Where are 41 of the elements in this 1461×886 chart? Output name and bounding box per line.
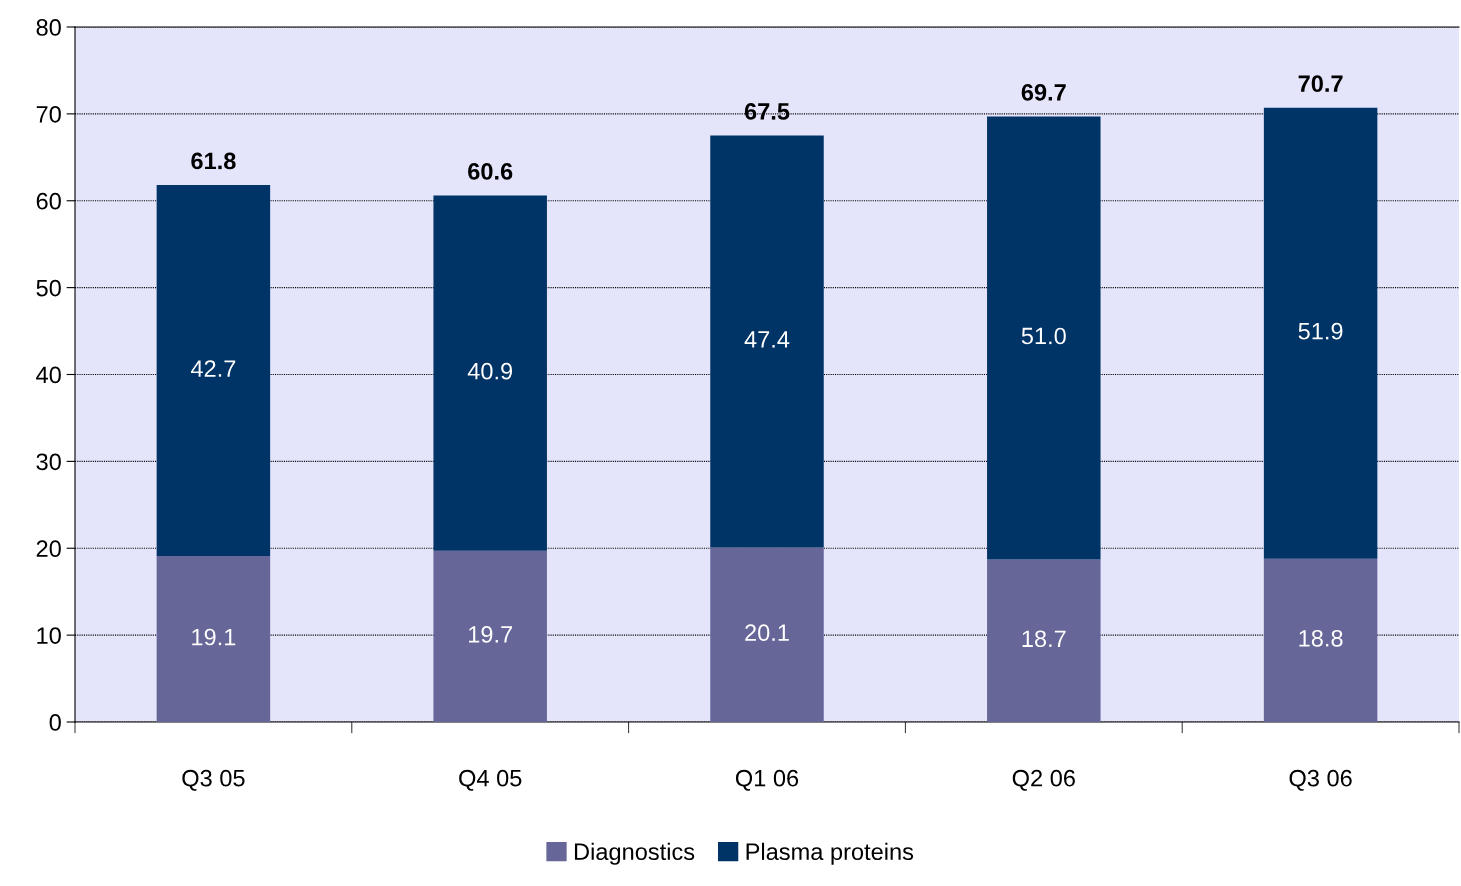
y-tick-label: 60 xyxy=(36,192,61,210)
data-label: 47.4 xyxy=(744,331,790,348)
data-label: 19.7 xyxy=(469,626,512,643)
data-label: 40.9 xyxy=(467,362,513,380)
data-label: 18.7 xyxy=(1022,630,1066,648)
data-label: 18.8 xyxy=(1299,629,1343,647)
y-tick-label: 20 xyxy=(36,540,61,558)
total-label: 70.7 xyxy=(1298,75,1343,93)
total-label: 60.6 xyxy=(468,163,513,180)
y-tick-label: 50 xyxy=(36,279,61,297)
y-tick-label: 10 xyxy=(37,627,61,644)
data-label: 51.0 xyxy=(1021,327,1066,345)
data-label: 51.9 xyxy=(1298,322,1343,340)
y-tick-label: 80 xyxy=(36,19,61,36)
x-tick-label: Q3 06 xyxy=(1289,769,1352,791)
y-tick-label: 70 xyxy=(36,105,61,123)
total-label: 69.7 xyxy=(1021,83,1066,101)
bar xyxy=(156,556,271,722)
bar xyxy=(987,116,1101,560)
legend-label: Diagnostics xyxy=(574,842,695,865)
y-tick-label: 40 xyxy=(36,366,61,384)
bar xyxy=(710,547,824,722)
total-label: 67.5 xyxy=(744,103,790,120)
y-tick-label: 30 xyxy=(36,453,61,471)
legend-label: Plasma proteins xyxy=(746,842,914,865)
bar xyxy=(433,195,547,551)
bar xyxy=(987,559,1101,722)
total-label: 61.8 xyxy=(191,152,236,170)
bar xyxy=(1263,107,1378,559)
data-label: 42.7 xyxy=(190,360,236,377)
x-tick-label: Q4 05 xyxy=(459,769,522,791)
bar xyxy=(433,550,547,722)
y-tick-label: 0 xyxy=(49,714,61,731)
bar xyxy=(1263,558,1378,722)
bar xyxy=(710,135,824,548)
data-label: 20.1 xyxy=(745,624,789,642)
x-tick-label: Q3 05 xyxy=(182,769,245,791)
bar xyxy=(156,185,271,557)
data-label: 19.1 xyxy=(192,628,236,646)
x-tick-label: Q1 06 xyxy=(735,769,799,791)
x-tick-label: Q2 06 xyxy=(1012,769,1075,791)
